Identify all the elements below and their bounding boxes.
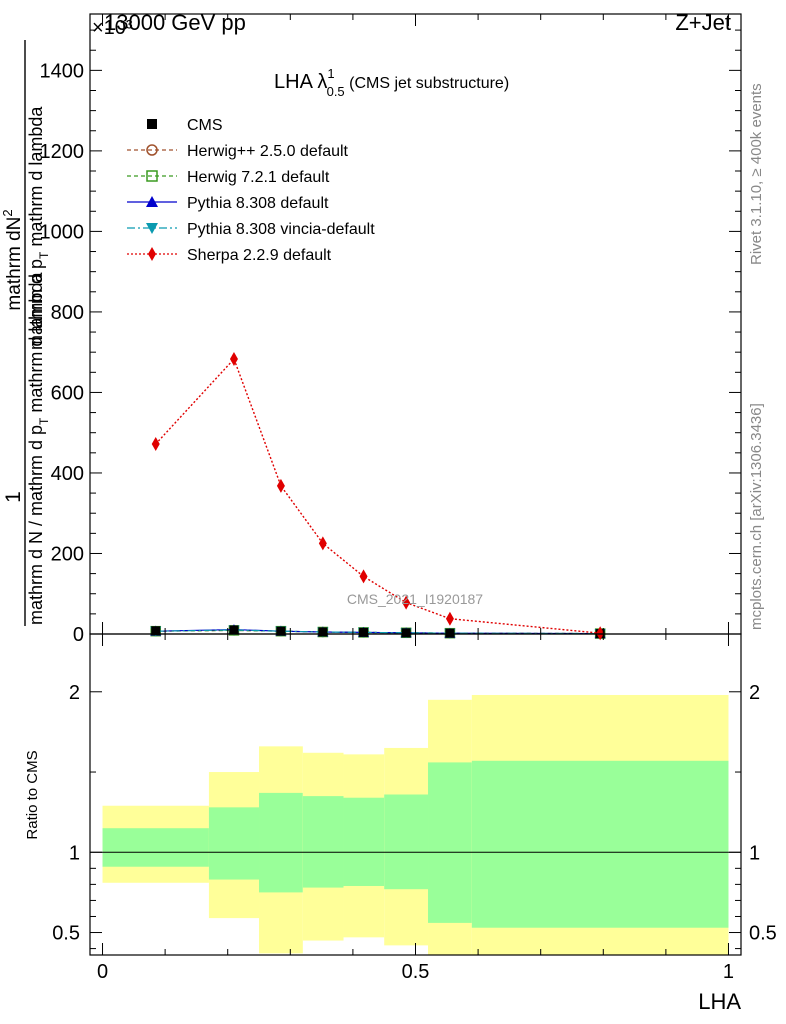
point-cms-6 <box>445 628 455 638</box>
point-cms-2 <box>276 626 286 636</box>
point-sherpa-5 <box>402 595 411 610</box>
series-line-vincia <box>155 629 601 635</box>
main-frame <box>89 13 742 635</box>
ratio-ytick-label-right-0: 0.5 <box>749 923 777 945</box>
ylabel-den-sub: T <box>37 417 51 425</box>
point-cms-4 <box>359 627 369 637</box>
point-sherpa-7 <box>596 626 605 641</box>
ylabel-den-tail: mathrm d lambda <box>26 272 46 418</box>
legend-label-herwigpp: Herwig++ 2.5.0 default <box>187 143 349 160</box>
legend-label-pythia: Pythia 8.308 default <box>187 195 329 212</box>
ylabel-numerator: mathrm dN2 <box>0 209 25 310</box>
mcplots-label: mcplots.cern.ch [arXiv:1306.3436] <box>748 403 765 630</box>
main-ytick-label-0: 0 <box>73 624 84 646</box>
main-ytick-label-1: 200 <box>51 543 84 565</box>
legend-label-cms: CMS <box>187 117 223 134</box>
ratio-inner-band-2 <box>259 792 303 893</box>
ylabel-num-text: mathrm dN <box>4 217 25 311</box>
main-ytick-label-4: 800 <box>51 302 84 324</box>
ratio-ytick-label-left-1: 1 <box>69 842 80 864</box>
ratio-ytick-label-right-2: 2 <box>749 682 760 704</box>
ratio-inner-band-4 <box>343 797 385 886</box>
plot-title-sup: 1 <box>327 66 334 81</box>
legend-marker-pythia <box>146 196 158 207</box>
main-ylabel: 1 mathrm dN2 mathrm d N / mathrm d pT ma… <box>0 40 51 626</box>
ratio-ytick-label-right-1: 1 <box>749 842 760 864</box>
plot-title-sub: 0.5 <box>327 84 345 99</box>
point-cms-0 <box>151 626 161 636</box>
plot-title-suffix: (CMS jet substructure) <box>345 75 509 92</box>
series-line-sherpa <box>155 357 601 634</box>
ratio-inner-band-0 <box>102 828 209 867</box>
legend: CMS Herwig++ 2.5.0 default Herwig 7.2.1 de… <box>127 117 375 264</box>
main-ytick-label-7: 1400 <box>40 60 85 82</box>
xtick-label-1: 0.5 <box>402 961 430 983</box>
main-series <box>150 352 606 641</box>
legend-label-vincia: Pythia 8.308 vincia-default <box>187 221 375 238</box>
point-cms-1 <box>229 625 239 635</box>
xtick-label-0: 0 <box>97 961 108 983</box>
legend-label-herwig7: Herwig 7.2.1 default <box>187 169 330 186</box>
ylabel-num-line2: mathrm d pT mathrm d lambda <box>26 106 51 350</box>
ylabel-denominator: mathrm d N / mathrm d pT mathrm d lambda <box>26 272 51 625</box>
ylabel-num2-text: mathrm d p <box>26 259 46 350</box>
ratio-ytick-label-left-2: 2 <box>69 682 80 704</box>
ratio-bands <box>102 694 729 955</box>
legend-marker-herwigpp <box>146 144 158 156</box>
legend-marker-herwig7 <box>146 170 158 182</box>
main-ytick-label-6: 1200 <box>40 141 85 163</box>
main-ytick-label-5: 1000 <box>40 221 85 243</box>
plot-title-main: LHA λ <box>274 71 327 93</box>
legend-marker-cms <box>147 119 157 129</box>
ratio-inner-band-1 <box>208 807 260 880</box>
main-ytick-label-3: 600 <box>51 382 84 404</box>
axes: 0 200 400 600 800 1000 1200 1400 0 0.5 1 0.5 0.5 1 1 2 2 <box>40 13 777 983</box>
main-ytick-label-2: 400 <box>51 463 84 485</box>
analysis-watermark: CMS_2021_I1920187 <box>347 591 483 607</box>
ylabel-one: 1 <box>2 491 25 503</box>
point-sherpa-3 <box>318 536 327 551</box>
xlabel: LHA <box>698 989 741 1014</box>
ratio-inner-band-7 <box>471 760 729 928</box>
point-sherpa-2 <box>276 478 285 493</box>
ratio-ytick-label-left-0: 0.5 <box>52 923 80 945</box>
plot-title: LHA λ1 0.5 (CMS jet substructure) <box>274 66 509 99</box>
ratio-inner-band-6 <box>428 762 472 923</box>
point-cms-3 <box>318 627 328 637</box>
legend-marker-vincia <box>146 223 158 234</box>
legend-marker-sherpa <box>148 247 156 261</box>
xtick-label-2: 1 <box>723 961 734 983</box>
ratio-inner-band-5 <box>384 794 429 890</box>
ylabel-num-sup: 2 <box>0 209 15 216</box>
point-sherpa-1 <box>229 352 238 367</box>
point-cms-5 <box>401 628 411 638</box>
ratio-ylabel: Ratio to CMS <box>24 750 41 839</box>
ylabel-num2-tail: mathrm d lambda <box>26 106 46 252</box>
ylabel-den-text: mathrm d N / mathrm d p <box>26 425 46 625</box>
point-sherpa-4 <box>359 569 368 584</box>
ylabel-num2-sub: T <box>37 251 51 259</box>
point-sherpa-6 <box>445 611 454 626</box>
rivet-label: Rivet 3.1.10, ≥ 400k events <box>748 83 765 265</box>
legend-label-sherpa: Sherpa 2.2.9 default <box>187 247 332 264</box>
point-sherpa-0 <box>151 436 160 451</box>
ratio-inner-band-3 <box>302 796 344 888</box>
